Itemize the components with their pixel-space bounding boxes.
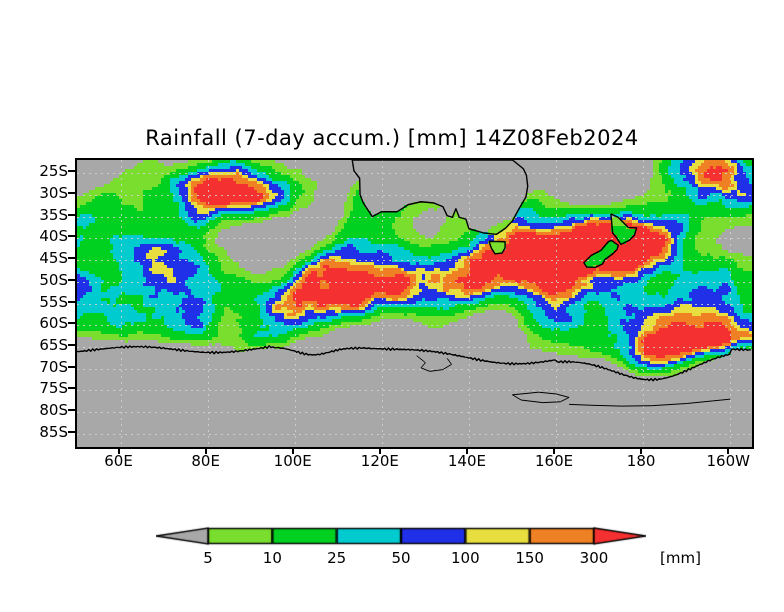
x-tick-label: 100E [273,452,312,470]
colorbar-tick-label: 5 [203,549,213,567]
y-tick-mark [68,191,75,194]
figure-title: Rainfall (7-day accum.) [mm] 14Z08Feb202… [145,126,639,150]
rainfall-heatmap-canvas [77,160,752,447]
x-tick-mark [204,447,207,454]
x-tick-label: 160E [534,452,574,470]
colorbar-tick-label: 150 [515,549,544,567]
x-tick-mark [117,447,120,454]
y-tick-mark [68,387,75,390]
y-tick-mark [68,343,75,346]
y-tick-label: 55S [39,292,68,311]
y-tick-mark [68,235,75,238]
x-tick-label: 120E [360,452,399,470]
y-tick-label: 80S [39,401,68,420]
y-tick-mark [68,409,75,412]
y-tick-label: 65S [39,335,68,354]
y-tick-label: 25S [39,162,68,181]
colorbar-tick-label: 100 [451,549,480,567]
colorbar [156,526,646,548]
colorbar-units-label: [mm] [660,549,701,567]
colorbar-tick-label: 10 [262,549,282,567]
x-tick-label: 60E [104,452,133,470]
y-tick-label: 60S [39,314,68,333]
colorbar-tick-label: 300 [579,549,609,567]
y-tick-mark [68,257,75,259]
y-tick-label: 85S [39,422,68,441]
y-tick-mark [68,170,75,173]
y-tick-label: 30S [39,183,68,202]
y-tick-label: 45S [39,249,68,267]
colorbar-tick-label: 50 [391,549,411,567]
y-tick-mark [68,430,75,433]
y-tick-mark [68,300,75,303]
y-tick-label: 70S [39,357,68,376]
x-tick-mark [553,447,556,454]
colorbar-tick-label: 25 [327,549,347,567]
x-tick-label: 140E [447,452,486,470]
x-tick-label: 80E [191,452,220,470]
y-tick-label: 50S [39,270,68,289]
x-tick-mark [291,447,294,454]
x-tick-label: 160W [706,452,750,470]
x-tick-mark [465,447,468,454]
x-tick-mark [640,447,643,454]
y-tick-label: 35S [39,205,68,224]
y-tick-mark [68,322,75,325]
colorbar-canvas [156,526,646,548]
y-tick-label: 75S [39,379,68,398]
map-plot-area [75,158,754,449]
y-tick-mark [68,365,75,368]
y-tick-mark [68,278,75,281]
y-tick-label: 40S [39,227,68,246]
x-tick-mark [378,447,381,454]
x-tick-mark [727,447,730,454]
y-tick-mark [68,213,75,216]
x-tick-label: 180 [626,452,656,470]
